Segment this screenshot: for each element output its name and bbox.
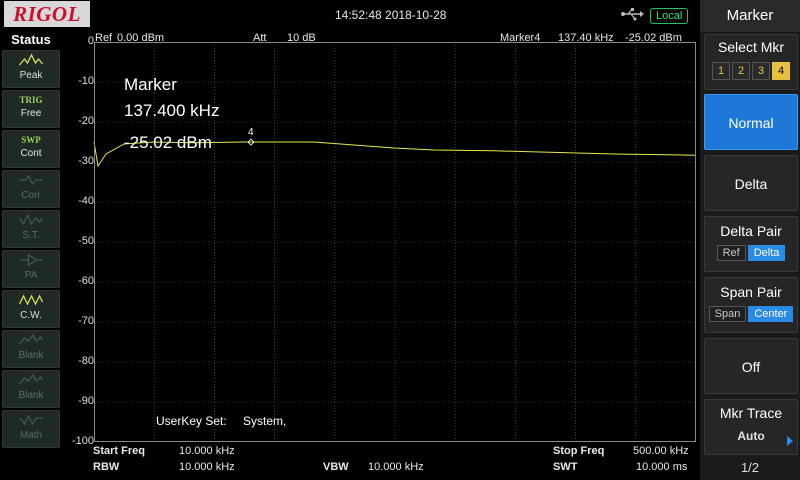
start-freq-value: 10.000 kHz [179,445,235,457]
status-button-math-9[interactable]: Math [2,410,60,448]
st-icon [18,213,44,226]
status-button-pa-5[interactable]: PA [2,250,60,288]
vbw-value: 10.000 kHz [368,461,424,473]
rbw-value: 10.000 kHz [179,461,235,473]
y-tick-label: 0 [87,35,94,47]
status-button-st-4[interactable]: S.T. [2,210,60,248]
marker-readout-amp: -25.02 dBm [124,133,212,152]
menu-title: Marker [700,0,800,32]
span-pair-span-option[interactable]: Span [708,306,747,322]
pa-icon [20,253,43,267]
userkey-value: System, [243,414,287,428]
marker-header-amp: -25.02 dBm [625,32,682,44]
span-pair-center-option[interactable]: Center [748,306,794,322]
usb-icon [621,8,644,21]
status-title: Status [0,31,62,49]
marker-trace-button[interactable]: Mkr Trace Auto [704,399,798,455]
status-button-trig[interactable]: TRIG Free [2,90,60,128]
delta-pair-delta-option[interactable]: Delta [747,245,786,261]
status-button-swp[interactable]: SWP Cont [2,130,60,168]
status-button-value: Free [20,108,42,119]
status-button-label: Blank [18,350,44,361]
marker-select-4[interactable]: 4 [772,62,790,80]
marker-select-3[interactable]: 3 [752,62,770,80]
att-value: 10 dB [287,32,316,44]
stop-freq-value: 500.00 kHz [633,445,689,457]
cw-icon [18,294,44,306]
marker-trace-value: Auto [737,429,765,443]
userkey-label: UserKey Set: [156,414,227,428]
ref-label: Ref [95,32,113,44]
y-tick-label: -60 [78,275,94,287]
marker-point [247,138,255,146]
vbw-label: VBW [323,461,349,473]
y-tick-label: -20 [78,115,94,127]
next-arrow-icon[interactable] [787,436,793,446]
swt-label: SWT [553,461,578,473]
status-button-title: TRIG [19,95,43,105]
marker-tag: 4 [248,127,254,138]
y-tick-label: -70 [78,315,94,327]
math-icon [19,414,43,426]
datetime: 14:52:48 2018-10-28 [335,8,447,22]
delta-button[interactable]: Delta [704,155,798,211]
span-pair-label: Span Pair [720,284,782,300]
status-button-label: Blank [18,390,44,401]
delta-pair-label: Delta Pair [720,223,782,239]
y-tick-label: -90 [78,395,94,407]
top-bar [0,0,700,31]
status-button-label: Corr [21,190,41,201]
swt-value: 10.000 ms [636,461,688,473]
status-button-label: PA [24,270,38,281]
delta-pair-ref-option[interactable]: Ref [716,245,746,261]
normal-button[interactable]: Normal [704,94,798,150]
span-pair-button[interactable]: Span Pair Span Center [704,277,798,333]
y-tick-label: -30 [78,155,94,167]
delta-pair-button[interactable]: Delta Pair Ref Delta [704,216,798,272]
y-tick-label: -50 [78,235,94,247]
marker-readout-title: Marker [124,75,177,94]
status-button-corr-3[interactable]: Corr [2,170,60,208]
blank-icon [19,373,44,385]
marker-trace-label: Mkr Trace [719,405,783,421]
y-tick-label: -40 [78,195,94,207]
ref-value: 0.00 dBm [117,32,165,44]
brand-logo: RIGOL [4,1,90,27]
peak-icon [19,53,44,66]
blank-icon [19,333,44,345]
marker-header-freq: 137.40 kHz [558,32,614,44]
marker-header: Marker4 [500,32,541,44]
start-freq-label: Start Freq [93,445,145,457]
marker-select-1[interactable]: 1 [712,62,730,80]
trace-line [93,141,697,168]
marker-select-2[interactable]: 2 [732,62,750,80]
status-button-label: C.W. [20,310,42,321]
select-marker-label: Select Mkr [717,39,785,55]
marker-readout-freq: 137.400 kHz [124,101,220,120]
status-button-blank-8[interactable]: Blank [2,370,60,408]
y-tick-label: -10 [78,75,94,87]
status-button-value: Cont [20,148,42,159]
status-button-peak-0[interactable]: Peak [2,50,60,88]
status-button-label: Peak [19,70,43,81]
local-badge[interactable]: Local [650,8,689,24]
y-tick-label: -100 [71,435,94,447]
status-button-title: SWP [21,135,41,145]
rbw-label: RBW [93,461,120,473]
status-button-cw-6[interactable]: C.W. [2,290,60,328]
corr-icon [19,174,43,186]
graph-frame [94,42,696,442]
menu-page-indicator: 1/2 [740,460,760,475]
status-button-blank-7[interactable]: Blank [2,330,60,368]
stop-freq-label: Stop Freq [553,445,605,457]
y-tick-label: -80 [78,355,94,367]
off-button[interactable]: Off [704,338,798,394]
status-button-label: Math [19,430,43,441]
status-button-label: S.T. [22,230,40,241]
att-label: Att [253,32,267,44]
